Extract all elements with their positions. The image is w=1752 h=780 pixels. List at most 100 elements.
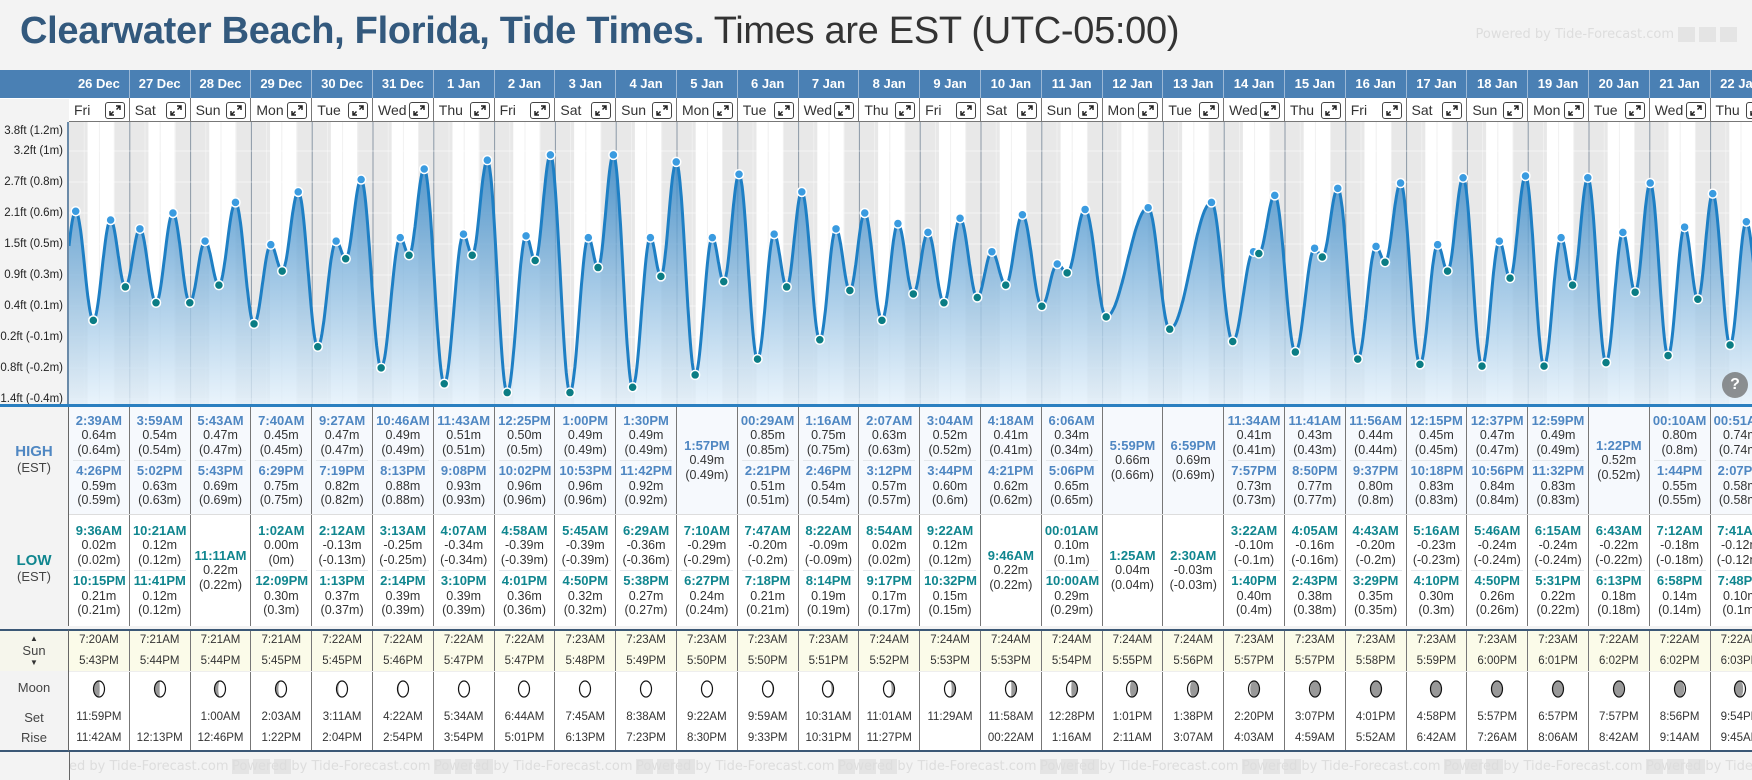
high-tide-marker[interactable]	[1052, 258, 1063, 270]
expand-day-button[interactable]	[1016, 101, 1037, 119]
low-tide-marker[interactable]	[120, 281, 131, 293]
low-tide-marker[interactable]	[1414, 359, 1426, 370]
low-tide-marker[interactable]	[1724, 339, 1736, 351]
high-tide-marker[interactable]	[458, 228, 469, 240]
low-tide-marker[interactable]	[1504, 272, 1516, 284]
expand-day-button[interactable]	[1077, 101, 1098, 119]
low-tide-marker[interactable]	[1379, 257, 1391, 268]
low-tide-marker[interactable]	[972, 292, 983, 303]
expand-day-button[interactable]	[226, 101, 247, 119]
low-tide-marker[interactable]	[501, 387, 513, 398]
high-tide-marker[interactable]	[1644, 177, 1656, 189]
high-tide-marker[interactable]	[199, 235, 211, 247]
high-tide-marker[interactable]	[768, 228, 780, 240]
expand-day-button[interactable]	[104, 101, 125, 119]
expand-day-button[interactable]	[955, 101, 976, 119]
high-tide-marker[interactable]	[1370, 241, 1382, 252]
high-tide-marker[interactable]	[1079, 204, 1091, 215]
high-tide-marker[interactable]	[830, 223, 842, 235]
high-tide-marker[interactable]	[1269, 190, 1280, 201]
low-tide-marker[interactable]	[340, 253, 351, 265]
low-tide-marker[interactable]	[438, 378, 450, 389]
low-tide-marker[interactable]	[627, 382, 638, 393]
low-tide-marker[interactable]	[213, 279, 225, 291]
expand-day-button[interactable]	[651, 101, 672, 119]
low-tide-marker[interactable]	[752, 353, 763, 365]
low-tide-marker[interactable]	[1100, 311, 1112, 323]
expand-day-button[interactable]	[1259, 101, 1280, 119]
low-tide-marker[interactable]	[248, 318, 260, 330]
high-tide-marker[interactable]	[482, 154, 493, 166]
low-tide-marker[interactable]	[718, 276, 729, 287]
high-tide-marker[interactable]	[1520, 170, 1531, 182]
high-tide-marker[interactable]	[105, 214, 116, 226]
expand-day-button[interactable]	[1320, 101, 1341, 119]
low-tide-marker[interactable]	[1036, 301, 1048, 312]
low-tide-marker[interactable]	[1317, 251, 1328, 263]
low-tide-marker[interactable]	[375, 362, 387, 374]
low-tide-marker[interactable]	[1227, 336, 1238, 347]
high-tide-marker[interactable]	[1741, 216, 1752, 228]
low-tide-marker[interactable]	[1567, 279, 1578, 291]
high-tide-marker[interactable]	[1679, 221, 1690, 233]
low-tide-marker[interactable]	[1629, 286, 1641, 298]
low-tide-marker[interactable]	[150, 297, 162, 309]
high-tide-marker[interactable]	[1617, 227, 1629, 238]
high-tide-marker[interactable]	[583, 232, 594, 243]
low-tide-marker[interactable]	[1692, 293, 1704, 305]
expand-day-button[interactable]	[1442, 101, 1463, 119]
low-tide-marker[interactable]	[276, 265, 288, 277]
expand-day-button[interactable]	[530, 101, 551, 119]
high-tide-marker[interactable]	[986, 246, 998, 257]
low-tide-marker[interactable]	[403, 249, 415, 261]
expand-day-button[interactable]	[165, 101, 186, 119]
high-tide-marker[interactable]	[1582, 172, 1594, 184]
low-tide-marker[interactable]	[938, 297, 950, 309]
high-tide-marker[interactable]	[70, 205, 81, 217]
high-tide-marker[interactable]	[1142, 202, 1154, 213]
high-tide-marker[interactable]	[1707, 188, 1719, 199]
high-tide-marker[interactable]	[796, 186, 808, 198]
high-tide-marker[interactable]	[265, 239, 277, 250]
expand-day-button[interactable]	[287, 101, 308, 119]
expand-day-button[interactable]	[1746, 101, 1752, 119]
low-tide-marker[interactable]	[1253, 248, 1265, 259]
high-tide-marker[interactable]	[292, 186, 304, 198]
expand-day-button[interactable]	[469, 101, 490, 119]
high-tide-marker[interactable]	[395, 232, 406, 243]
high-tide-marker[interactable]	[167, 207, 179, 219]
high-tide-marker[interactable]	[1309, 242, 1320, 254]
low-tide-marker[interactable]	[1000, 279, 1011, 291]
high-tide-marker[interactable]	[545, 149, 556, 161]
high-tide-marker[interactable]	[670, 156, 682, 168]
expand-day-button[interactable]	[773, 101, 794, 119]
powered-by-link[interactable]: Powered by Tide-Forecast.com	[1476, 27, 1737, 42]
low-tide-marker[interactable]	[814, 334, 826, 345]
high-tide-marker[interactable]	[892, 218, 904, 229]
expand-day-button[interactable]	[1138, 101, 1159, 119]
low-tide-marker[interactable]	[1352, 353, 1363, 365]
low-tide-marker[interactable]	[1290, 346, 1301, 358]
low-tide-marker[interactable]	[1164, 323, 1175, 335]
expand-day-button[interactable]	[347, 101, 368, 119]
low-tide-marker[interactable]	[529, 255, 541, 266]
low-tide-marker[interactable]	[1538, 360, 1550, 372]
low-tide-marker[interactable]	[1442, 265, 1453, 277]
low-tide-marker[interactable]	[312, 341, 324, 353]
low-tide-marker[interactable]	[844, 285, 856, 296]
low-tide-marker[interactable]	[1600, 357, 1612, 368]
high-tide-marker[interactable]	[330, 235, 342, 247]
low-tide-marker[interactable]	[1662, 350, 1674, 361]
high-tide-marker[interactable]	[134, 223, 146, 235]
high-tide-marker[interactable]	[1017, 209, 1028, 220]
low-tide-marker[interactable]	[876, 315, 888, 326]
expand-day-button[interactable]	[895, 101, 916, 119]
expand-day-button[interactable]	[408, 101, 429, 119]
low-tide-marker[interactable]	[466, 249, 478, 261]
high-tide-marker[interactable]	[355, 174, 367, 185]
help-button[interactable]: ?	[1722, 372, 1748, 398]
high-tide-marker[interactable]	[1206, 197, 1217, 208]
low-tide-marker[interactable]	[184, 297, 196, 309]
expand-day-button[interactable]	[1199, 101, 1220, 119]
low-tide-marker[interactable]	[781, 281, 792, 293]
